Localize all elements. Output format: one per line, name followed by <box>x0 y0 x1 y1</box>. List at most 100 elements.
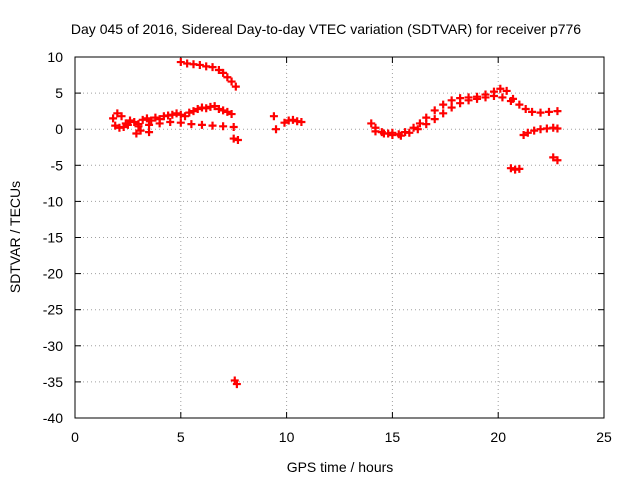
data-point <box>145 120 154 129</box>
x-tick-label: 15 <box>385 429 401 445</box>
data-point <box>553 124 562 133</box>
data-point <box>189 107 198 116</box>
data-point <box>132 129 141 138</box>
data-point <box>136 126 145 135</box>
x-axis-label: GPS time / hours <box>287 459 394 475</box>
data-point <box>197 120 206 129</box>
series-cluster-late-low <box>506 123 562 174</box>
data-point <box>481 93 490 102</box>
data-point <box>473 94 482 103</box>
data-point <box>447 103 456 112</box>
data-point <box>269 112 278 121</box>
x-tick-label: 5 <box>177 429 185 445</box>
data-point <box>515 100 524 109</box>
data-point <box>379 129 388 138</box>
data-point <box>553 156 562 165</box>
data-point <box>130 117 139 126</box>
data-point <box>521 104 530 113</box>
data-point <box>396 131 405 140</box>
data-point <box>176 58 185 67</box>
data-point <box>232 380 241 389</box>
data-point <box>388 130 397 139</box>
series-cluster-ten-hours <box>280 115 306 127</box>
y-tick-label: -15 <box>43 230 63 246</box>
data-point <box>202 104 211 113</box>
data-point <box>456 99 465 108</box>
data-point <box>536 108 545 117</box>
data-point <box>367 119 376 128</box>
y-tick-label: 10 <box>47 49 63 65</box>
data-point <box>208 121 217 130</box>
grid <box>75 57 604 418</box>
data-point <box>502 86 511 95</box>
data-point <box>464 96 473 105</box>
data-point <box>214 65 223 74</box>
data-point <box>506 97 515 106</box>
data-point <box>111 121 120 130</box>
data-point <box>223 73 232 82</box>
data-point <box>439 109 448 118</box>
series-cluster-afternoon-lower <box>371 91 515 140</box>
data-point <box>145 128 154 137</box>
y-axis-label: SDTVAR / TECUs <box>7 181 23 293</box>
y-tick-label: 5 <box>55 85 63 101</box>
data-point <box>155 119 164 128</box>
data-point <box>119 123 128 132</box>
data-point <box>523 128 532 137</box>
data-point <box>489 91 498 100</box>
data-point <box>549 153 558 162</box>
data-point <box>229 134 238 143</box>
y-tick-label: -20 <box>43 266 63 282</box>
data-point <box>176 110 185 119</box>
axis-ticks: 0 5 10 15 20 25 10 5 0 -5 -10 -15 -20 -25 -30 -35 -40 <box>43 49 612 445</box>
data-point <box>498 93 507 102</box>
x-tick-label: 20 <box>490 429 506 445</box>
data-point <box>439 100 448 109</box>
data-point <box>297 117 306 126</box>
data-point <box>413 125 422 134</box>
data-point <box>214 104 223 113</box>
data-point <box>126 116 135 125</box>
data-point <box>530 126 539 135</box>
data-point <box>233 136 242 145</box>
chart-title: Day 045 of 2016, Sidereal Day-to-day VTE… <box>71 21 581 37</box>
data-point <box>176 118 185 127</box>
data-point <box>109 114 118 123</box>
data-point <box>447 96 456 105</box>
data-point <box>134 122 143 131</box>
data-point <box>515 164 524 173</box>
data-point <box>138 115 147 124</box>
data-point <box>195 60 204 69</box>
data-point <box>506 164 515 173</box>
data-points <box>109 58 562 389</box>
data-point <box>223 107 232 116</box>
series-cluster-early-lower <box>111 117 238 132</box>
data-point <box>405 128 414 137</box>
y-tick-label: -10 <box>43 193 63 209</box>
data-point <box>187 120 196 129</box>
data-point <box>181 112 190 121</box>
x-tick-label: 0 <box>71 429 79 445</box>
data-point <box>227 110 236 119</box>
y-tick-label: 0 <box>55 121 63 137</box>
y-tick-label: -40 <box>43 410 63 426</box>
data-point <box>231 82 240 91</box>
data-point <box>168 110 177 119</box>
data-point <box>210 102 219 111</box>
data-point <box>280 118 289 127</box>
data-point <box>123 120 132 129</box>
series-cluster-high-arc <box>176 58 240 91</box>
data-point <box>430 115 439 124</box>
series-cluster-isolated <box>132 112 281 389</box>
x-tick-label: 10 <box>279 429 295 445</box>
data-point <box>219 106 228 115</box>
y-tick-label: -5 <box>51 157 64 173</box>
data-point <box>528 107 537 116</box>
data-point <box>519 130 528 139</box>
data-point <box>219 122 228 131</box>
data-point <box>409 123 418 132</box>
series-cluster-early-band <box>109 102 236 129</box>
y-tick-label: -25 <box>43 302 63 318</box>
data-point <box>371 127 380 136</box>
